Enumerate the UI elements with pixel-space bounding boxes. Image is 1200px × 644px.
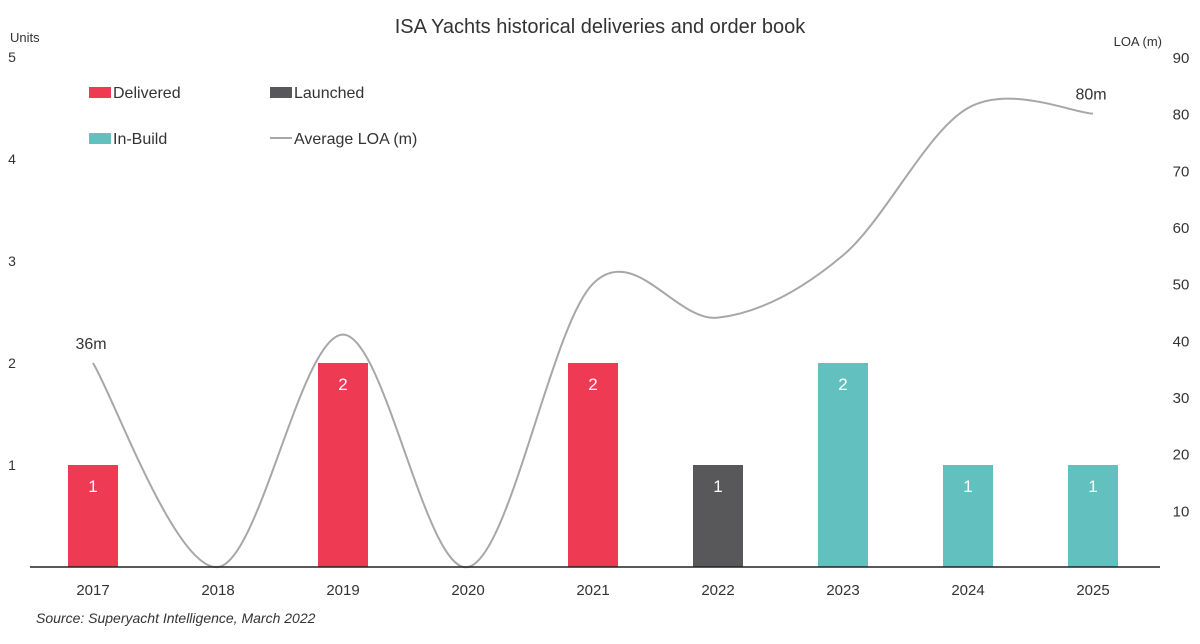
x-tick-label: 2025 xyxy=(1076,582,1109,599)
legend: Delivered Launched In-Build Average LOA (m) xyxy=(89,85,417,148)
bar-2023 xyxy=(818,363,868,567)
x-tick-label: 2019 xyxy=(326,582,359,599)
x-tick-label: 2022 xyxy=(701,582,734,599)
y-axis-left-title: Units xyxy=(10,30,40,45)
bar-2017 xyxy=(68,465,118,567)
y-right-tick-label: 30 xyxy=(1173,390,1190,407)
y-right-tick-label: 40 xyxy=(1173,333,1190,350)
average-loa-line xyxy=(92,97,1094,569)
y-axis-right-ticks: 10 20 30 40 50 60 70 80 90 xyxy=(1173,50,1190,520)
legend-label: Average LOA (m) xyxy=(294,131,417,148)
y-right-tick-label: 50 xyxy=(1173,277,1190,294)
legend-swatch xyxy=(89,133,111,144)
x-axis-ticks: 2017 2018 2019 2020 2021 2022 2023 2024 2025 xyxy=(76,582,1109,599)
x-tick-label: 2017 xyxy=(76,582,109,599)
y-right-tick-label: 70 xyxy=(1173,163,1190,180)
x-tick-label: 2023 xyxy=(826,582,859,599)
bar-2025 xyxy=(1068,465,1118,567)
x-tick-label: 2018 xyxy=(201,582,234,599)
y-right-tick-label: 60 xyxy=(1173,220,1190,237)
legend-swatch xyxy=(89,87,111,98)
bar-value-label: 2 xyxy=(338,375,347,394)
line-annotation: 80m xyxy=(1075,87,1106,104)
legend-swatch xyxy=(270,87,292,98)
legend-label: In-Build xyxy=(113,131,167,148)
bar-value-label: 1 xyxy=(963,477,972,496)
chart-title: ISA Yachts historical deliveries and ord… xyxy=(395,16,807,38)
y-left-tick-label: 5 xyxy=(8,49,16,65)
y-right-tick-label: 80 xyxy=(1173,107,1190,124)
y-axis-left-ticks: 1 2 3 4 5 xyxy=(8,49,16,473)
bar-series: 1 2 2 1 2 1 1 xyxy=(68,363,1118,567)
source-note: Source: Superyacht Intelligence, March 2… xyxy=(36,610,316,626)
line-annotation: 36m xyxy=(75,336,106,353)
bar-value-label: 1 xyxy=(1088,477,1097,496)
y-left-tick-label: 1 xyxy=(8,457,16,473)
bar-2021 xyxy=(568,363,618,567)
y-left-tick-label: 2 xyxy=(8,355,16,371)
x-tick-label: 2024 xyxy=(951,582,984,599)
y-axis-right-title: LOA (m) xyxy=(1114,34,1162,49)
bar-2022 xyxy=(693,465,743,567)
legend-label: Delivered xyxy=(113,85,181,102)
y-right-tick-label: 90 xyxy=(1173,50,1190,67)
bar-value-label: 1 xyxy=(713,477,722,496)
bar-2024 xyxy=(943,465,993,567)
line-series: 36m 80m xyxy=(75,87,1107,569)
y-right-tick-label: 10 xyxy=(1173,503,1190,520)
y-left-tick-label: 3 xyxy=(8,253,16,269)
bar-value-label: 2 xyxy=(588,375,597,394)
y-right-tick-label: 20 xyxy=(1173,447,1190,464)
x-tick-label: 2021 xyxy=(576,582,609,599)
y-left-tick-label: 4 xyxy=(8,151,16,167)
legend-label: Launched xyxy=(294,85,364,102)
bar-value-label: 1 xyxy=(88,477,97,496)
x-tick-label: 2020 xyxy=(451,582,484,599)
bar-value-label: 2 xyxy=(838,375,847,394)
bar-2019 xyxy=(318,363,368,567)
